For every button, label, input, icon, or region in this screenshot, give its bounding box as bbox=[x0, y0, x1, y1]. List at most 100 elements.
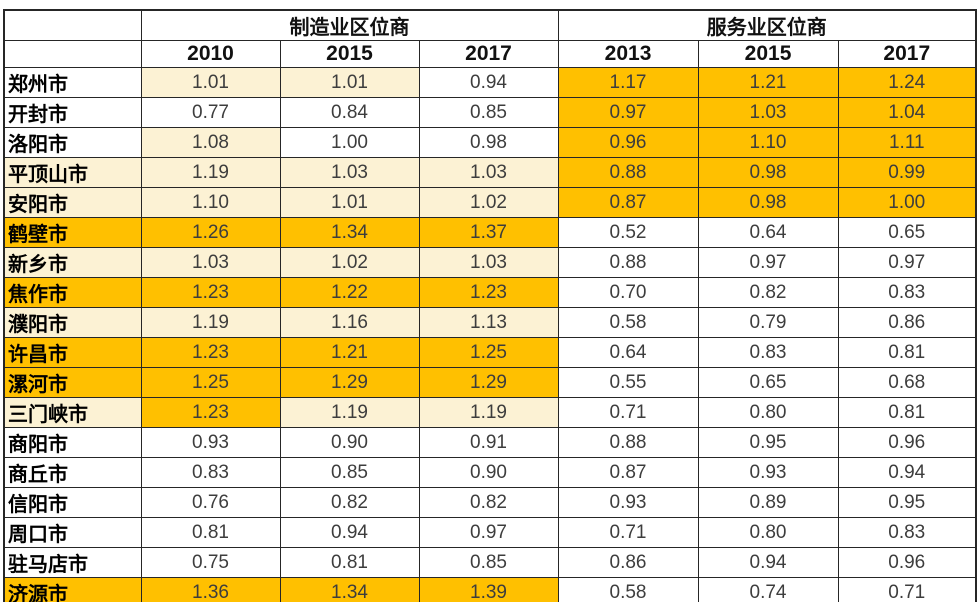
value-cell: 0.98 bbox=[418, 127, 559, 158]
table-row: 商丘市 0.83 0.85 0.90 0.87 0.93 0.94 bbox=[3, 457, 977, 488]
table-row: 驻马店市 0.75 0.81 0.85 0.86 0.94 0.96 bbox=[3, 547, 977, 578]
value-cell: 1.04 bbox=[837, 97, 977, 128]
value-cell: 1.19 bbox=[140, 157, 281, 188]
city-cell: 三门峡市 bbox=[3, 397, 142, 428]
value-cell: 0.89 bbox=[697, 487, 839, 518]
city-cell: 新乡市 bbox=[3, 247, 142, 278]
value-cell: 0.87 bbox=[557, 457, 699, 488]
value-cell: 1.23 bbox=[418, 277, 559, 308]
value-cell: 0.58 bbox=[557, 307, 699, 338]
table-body: 郑州市 1.01 1.01 0.94 1.17 1.21 1.24 开封市 0.77 0.84 0.… bbox=[3, 67, 977, 602]
table-row: 许昌市 1.23 1.21 1.25 0.64 0.83 0.81 bbox=[3, 337, 977, 368]
value-cell: 0.71 bbox=[557, 517, 699, 548]
value-cell: 0.81 bbox=[837, 337, 977, 368]
value-cell: 0.90 bbox=[418, 457, 559, 488]
value-cell: 1.36 bbox=[140, 577, 281, 602]
value-cell: 1.19 bbox=[140, 307, 281, 338]
city-cell: 漯河市 bbox=[3, 367, 142, 398]
value-cell: 0.80 bbox=[697, 397, 839, 428]
table-row: 焦作市 1.23 1.22 1.23 0.70 0.82 0.83 bbox=[3, 277, 977, 308]
city-cell: 商阳市 bbox=[3, 427, 142, 458]
value-cell: 1.25 bbox=[418, 337, 559, 368]
value-cell: 0.83 bbox=[837, 517, 977, 548]
city-cell: 信阳市 bbox=[3, 487, 142, 518]
value-cell: 0.86 bbox=[557, 547, 699, 578]
value-cell: 0.71 bbox=[557, 397, 699, 428]
value-cell: 0.64 bbox=[697, 217, 839, 248]
value-cell: 0.83 bbox=[140, 457, 281, 488]
city-cell: 周口市 bbox=[3, 517, 142, 548]
value-cell: 1.21 bbox=[279, 337, 420, 368]
value-cell: 0.74 bbox=[697, 577, 839, 602]
table-row: 开封市 0.77 0.84 0.85 0.97 1.03 1.04 bbox=[3, 97, 977, 128]
location-quotient-table: 制造业区位商 服务业区位商 2010 2015 2017 2013 2015 2… bbox=[3, 9, 978, 602]
value-cell: 0.76 bbox=[140, 487, 281, 518]
value-cell: 1.17 bbox=[557, 67, 699, 98]
value-cell: 0.81 bbox=[140, 517, 281, 548]
city-cell: 驻马店市 bbox=[3, 547, 142, 578]
value-cell: 0.65 bbox=[837, 217, 977, 248]
value-cell: 1.10 bbox=[697, 127, 839, 158]
value-cell: 1.24 bbox=[837, 67, 977, 98]
value-cell: 0.82 bbox=[418, 487, 559, 518]
value-cell: 1.01 bbox=[279, 187, 420, 218]
value-cell: 0.77 bbox=[140, 97, 281, 128]
value-cell: 1.03 bbox=[279, 157, 420, 188]
value-cell: 1.34 bbox=[279, 217, 420, 248]
value-cell: 0.94 bbox=[418, 67, 559, 98]
value-cell: 1.01 bbox=[140, 67, 281, 98]
value-cell: 1.25 bbox=[140, 367, 281, 398]
value-cell: 1.00 bbox=[837, 187, 977, 218]
city-cell: 商丘市 bbox=[3, 457, 142, 488]
value-cell: 1.02 bbox=[279, 247, 420, 278]
value-cell: 0.94 bbox=[697, 547, 839, 578]
value-cell: 1.13 bbox=[418, 307, 559, 338]
value-cell: 0.94 bbox=[279, 517, 420, 548]
value-cell: 0.65 bbox=[697, 367, 839, 398]
value-cell: 0.95 bbox=[697, 427, 839, 458]
table-row: 新乡市 1.03 1.02 1.03 0.88 0.97 0.97 bbox=[3, 247, 977, 278]
city-cell: 郑州市 bbox=[3, 67, 142, 98]
city-cell: 鹤壁市 bbox=[3, 217, 142, 248]
value-cell: 0.84 bbox=[279, 97, 420, 128]
table-row: 信阳市 0.76 0.82 0.82 0.93 0.89 0.95 bbox=[3, 487, 977, 518]
value-cell: 0.70 bbox=[557, 277, 699, 308]
value-cell: 0.83 bbox=[697, 337, 839, 368]
value-cell: 0.90 bbox=[279, 427, 420, 458]
value-cell: 0.83 bbox=[837, 277, 977, 308]
value-cell: 0.80 bbox=[697, 517, 839, 548]
value-cell: 0.94 bbox=[837, 457, 977, 488]
value-cell: 1.03 bbox=[418, 247, 559, 278]
value-cell: 1.19 bbox=[418, 397, 559, 428]
corner-cell bbox=[3, 9, 142, 41]
value-cell: 1.23 bbox=[140, 337, 281, 368]
city-cell: 安阳市 bbox=[3, 187, 142, 218]
value-cell: 1.00 bbox=[279, 127, 420, 158]
year-header-mfg-2017: 2017 bbox=[418, 40, 559, 68]
value-cell: 1.29 bbox=[279, 367, 420, 398]
value-cell: 0.85 bbox=[279, 457, 420, 488]
value-cell: 1.16 bbox=[279, 307, 420, 338]
value-cell: 1.22 bbox=[279, 277, 420, 308]
value-cell: 0.86 bbox=[837, 307, 977, 338]
value-cell: 1.23 bbox=[140, 397, 281, 428]
value-cell: 1.37 bbox=[418, 217, 559, 248]
table-row: 漯河市 1.25 1.29 1.29 0.55 0.65 0.68 bbox=[3, 367, 977, 398]
value-cell: 0.88 bbox=[557, 247, 699, 278]
city-cell: 焦作市 bbox=[3, 277, 142, 308]
value-cell: 0.85 bbox=[418, 547, 559, 578]
city-cell: 开封市 bbox=[3, 97, 142, 128]
city-cell: 济源市 bbox=[3, 577, 142, 602]
value-cell: 1.10 bbox=[140, 187, 281, 218]
table-row: 周口市 0.81 0.94 0.97 0.71 0.80 0.83 bbox=[3, 517, 977, 548]
value-cell: 1.23 bbox=[140, 277, 281, 308]
value-cell: 1.11 bbox=[837, 127, 977, 158]
value-cell: 1.39 bbox=[418, 577, 559, 602]
value-cell: 1.26 bbox=[140, 217, 281, 248]
table-row: 济源市 1.36 1.34 1.39 0.58 0.74 0.71 bbox=[3, 577, 977, 602]
year-header-svc-2015: 2015 bbox=[697, 40, 839, 68]
table-row: 三门峡市 1.23 1.19 1.19 0.71 0.80 0.81 bbox=[3, 397, 977, 428]
value-cell: 0.96 bbox=[837, 547, 977, 578]
table-row: 郑州市 1.01 1.01 0.94 1.17 1.21 1.24 bbox=[3, 67, 977, 98]
